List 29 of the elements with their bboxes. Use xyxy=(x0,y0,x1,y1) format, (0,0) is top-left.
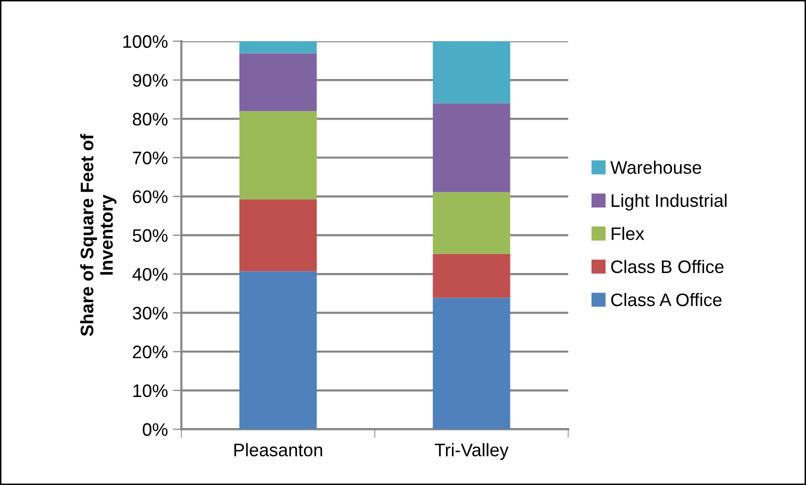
bar xyxy=(239,41,317,54)
y-tick-label: 80% xyxy=(132,112,168,126)
legend-label: Flex xyxy=(612,226,644,240)
bar xyxy=(432,41,510,104)
y-tick-label: 0% xyxy=(142,423,168,436)
bar xyxy=(239,271,317,430)
x-tick-label: Pleasanton xyxy=(234,443,322,456)
y-axis-title: Share of Square Feet of Inventory xyxy=(80,134,116,336)
y-tick-label: 50% xyxy=(132,229,168,242)
y-tick-label: 20% xyxy=(132,346,168,358)
y-tick-label: 100% xyxy=(123,35,168,48)
legend-label: Warehouse xyxy=(610,160,702,174)
bar xyxy=(239,53,317,112)
bar xyxy=(432,298,510,430)
x-tick-label: Tri-Valley xyxy=(434,443,509,460)
bar xyxy=(239,200,317,272)
legend-label: Light Industrial xyxy=(612,194,726,211)
bar xyxy=(432,254,510,298)
bar xyxy=(432,192,510,254)
legend-label: Class B Office xyxy=(611,260,724,274)
y-tick-label: 60% xyxy=(132,190,168,204)
y-tick-label: 30% xyxy=(132,306,168,320)
y-tick-label: 90% xyxy=(132,74,168,87)
legend-label: Class A Office xyxy=(611,292,722,306)
y-tick-label: 40% xyxy=(132,268,168,281)
y-tick-label: 10% xyxy=(133,384,168,398)
bar xyxy=(432,103,510,192)
bar xyxy=(239,111,317,200)
y-tick-label: 70% xyxy=(132,152,168,164)
